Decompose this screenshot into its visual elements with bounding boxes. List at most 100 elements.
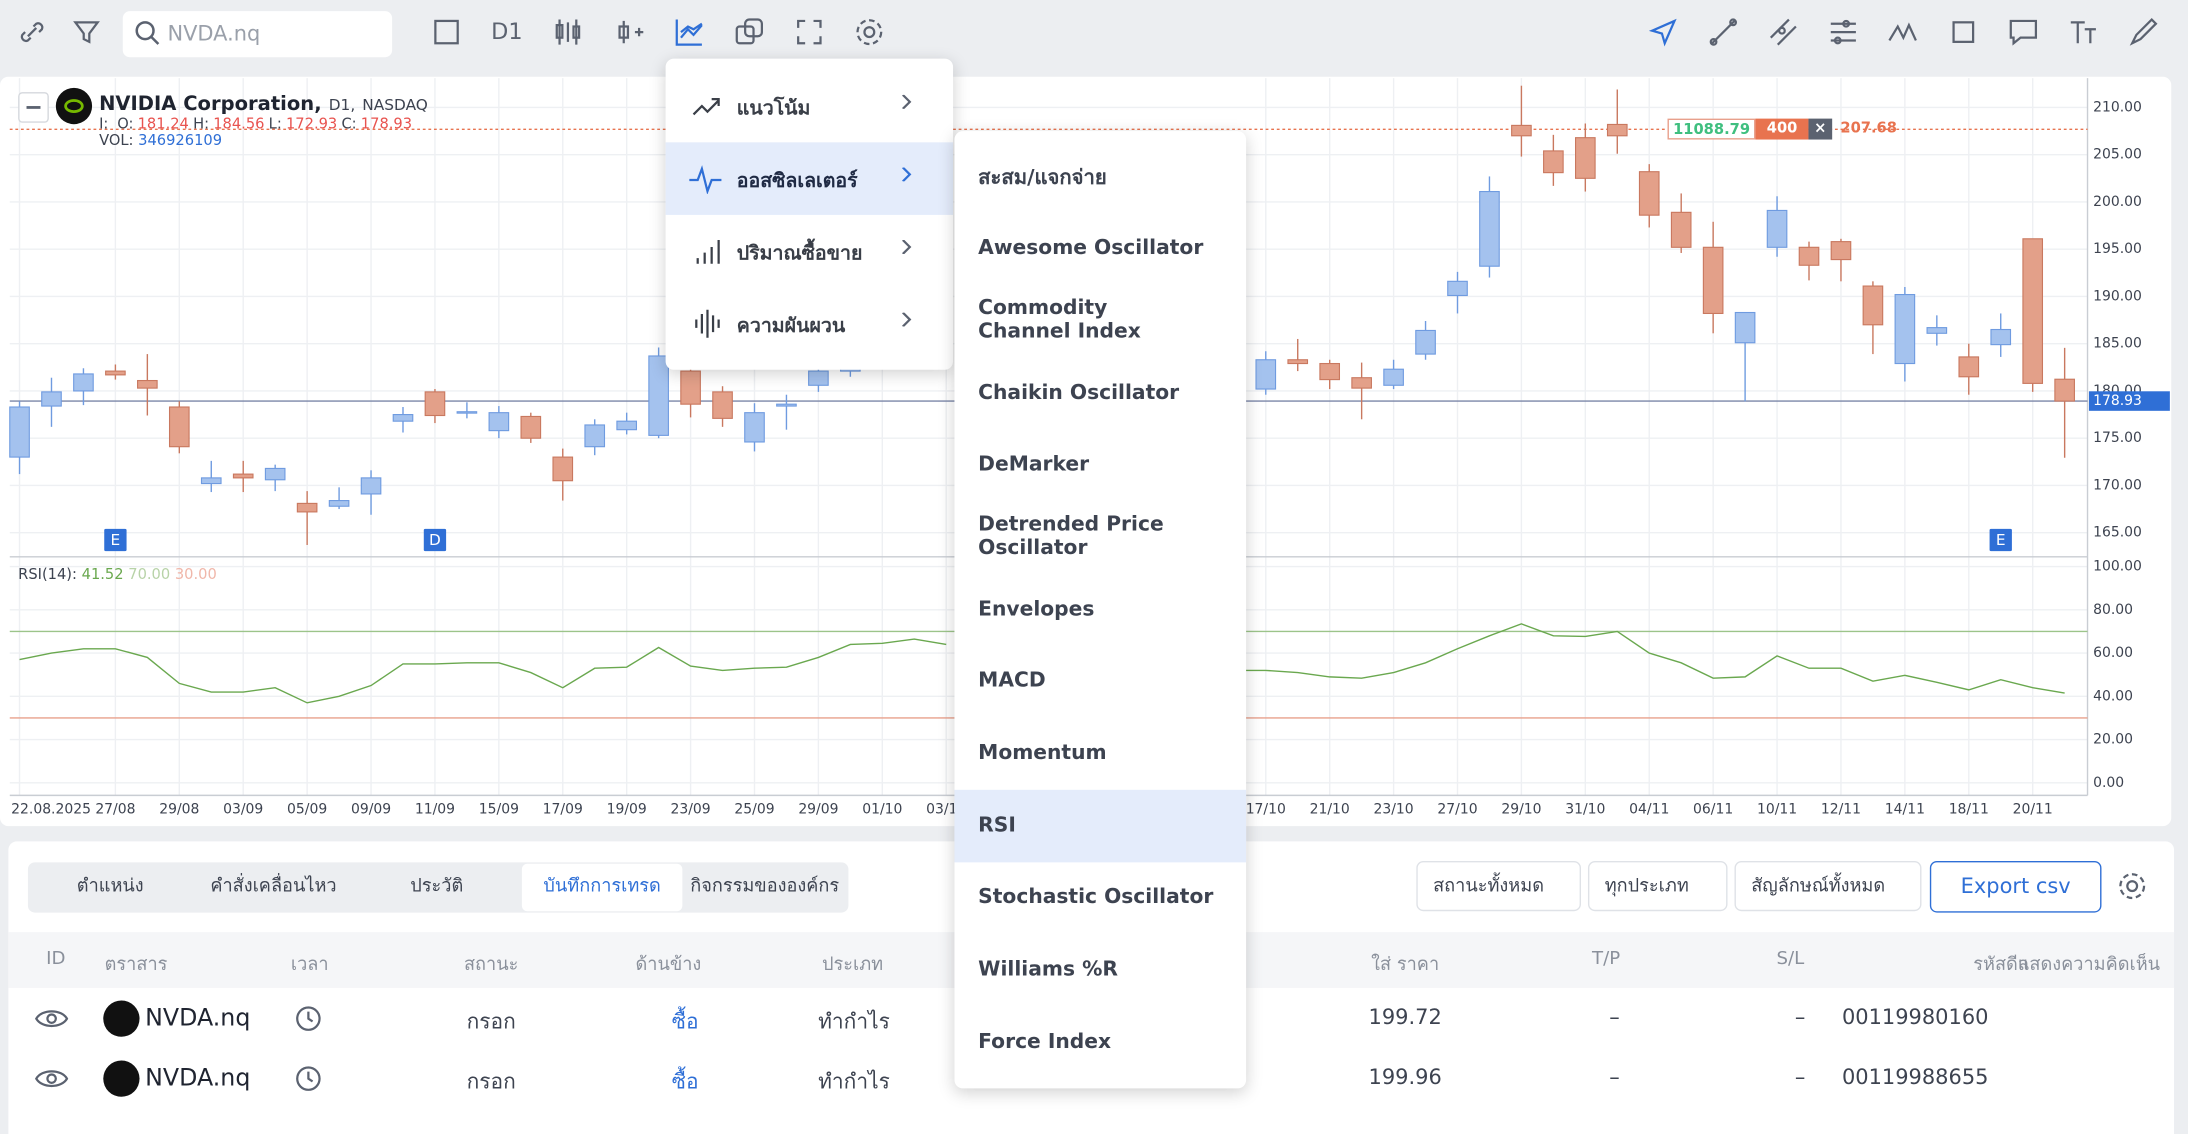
- submenu-item[interactable]: Momentum: [954, 717, 1246, 790]
- table-cell: ทำกำไร: [818, 1068, 890, 1095]
- objects-icon[interactable]: [731, 14, 767, 50]
- candle-body: [1798, 246, 1820, 266]
- pattern-tool[interactable]: [1885, 14, 1921, 50]
- candle-body: [328, 500, 350, 507]
- menu-item-active[interactable]: ออสซิลเลเตอร์: [665, 142, 954, 215]
- candle-body: [41, 391, 62, 407]
- y-tick-label: 195.00: [2093, 241, 2142, 257]
- tab[interactable]: กิจกรรมขององค์กร: [690, 876, 840, 898]
- submenu-item[interactable]: สะสม/แจกจ่าย: [954, 142, 1246, 215]
- text-tool[interactable]: [2065, 14, 2101, 50]
- candle-body: [168, 406, 190, 448]
- symbol-logo: [103, 1000, 140, 1037]
- column-header: แสดงความคิดเห็น: [2017, 954, 2161, 976]
- submenu-item[interactable]: Force Index: [954, 1006, 1246, 1079]
- candle-body: [1606, 123, 1628, 137]
- indicators-icon[interactable]: [671, 14, 707, 50]
- submenu-item[interactable]: Stochastic Oscillator: [954, 861, 1246, 934]
- tab-active[interactable]: บันทึกการเทรด: [521, 863, 683, 912]
- search-text: NVDA.nq: [167, 20, 261, 47]
- symbol-logo: [55, 87, 93, 125]
- submenu-item-active[interactable]: RSI: [954, 789, 1247, 863]
- submenu-item[interactable]: Chaikin Oscillator: [954, 357, 1246, 430]
- candle-body: [616, 420, 638, 431]
- candle-body: [1990, 328, 2012, 346]
- settings-icon[interactable]: [851, 14, 887, 50]
- menu-item[interactable]: แนวโน้ม: [666, 70, 953, 143]
- time-icon[interactable]: [294, 1005, 322, 1033]
- menu-item[interactable]: ความผันผวน: [666, 287, 953, 360]
- add-icon[interactable]: [611, 14, 647, 50]
- event-marker: [104, 528, 127, 552]
- x-tick-label: 29/08: [159, 801, 199, 817]
- ohlc-line: I: O: 181.24 H: 184.56 L: 172.93 C: 178.93: [99, 116, 412, 133]
- x-tick-label: 03/09: [223, 801, 263, 817]
- filter-dropdown[interactable]: สถานะทั้งหมด: [1416, 860, 1581, 912]
- search-box[interactable]: NVDA.nq: [122, 11, 393, 58]
- export-button[interactable]: Export csv: [1929, 860, 2102, 913]
- ohlc-label: L:: [268, 115, 282, 133]
- candle-body: [776, 403, 797, 407]
- comment-tool[interactable]: [2005, 14, 2041, 50]
- order-quantity: 400: [1755, 118, 1809, 140]
- channel-tool[interactable]: [1765, 14, 1801, 50]
- candle-body: [1734, 311, 1756, 344]
- candle-body: [1638, 171, 1660, 216]
- x-tick-label: 17/10: [1246, 801, 1286, 817]
- link-icon[interactable]: [14, 14, 50, 50]
- visibility-icon[interactable]: [34, 1066, 69, 1091]
- cursor-icon[interactable]: [1645, 14, 1681, 50]
- candle-icon[interactable]: [550, 14, 586, 50]
- submenu-label: Detrended Price Oscillator: [978, 513, 1164, 560]
- submenu-item[interactable]: Envelopes: [954, 574, 1246, 647]
- shape-tool[interactable]: [1945, 14, 1981, 50]
- tab[interactable]: ตำแหน่ง: [76, 876, 144, 898]
- collapse-button[interactable]: [18, 92, 49, 123]
- event-label: E: [1996, 531, 2006, 549]
- candle-body: [1351, 377, 1372, 389]
- submenu-item[interactable]: Williams %R: [954, 934, 1246, 1007]
- table-cell: –: [1609, 1064, 1620, 1090]
- time-icon[interactable]: [294, 1065, 322, 1093]
- chart-legend: NVIDIA Corporation, D1, NASDAQ: [99, 89, 428, 115]
- panel-settings[interactable]: [2115, 869, 2148, 902]
- ohlc-label: C:: [341, 115, 357, 133]
- visibility-icon[interactable]: [34, 1006, 69, 1031]
- submenu-item[interactable]: Detrended Price Oscillator: [954, 501, 1246, 574]
- candle-body: [1287, 359, 1309, 365]
- fib-tool[interactable]: [1825, 14, 1861, 50]
- column-header: ตราสาร: [104, 954, 168, 976]
- fullscreen-icon[interactable]: [791, 14, 827, 50]
- table-cell: 00119980160: [1841, 1004, 1989, 1030]
- candle-body: [296, 502, 318, 513]
- order-close[interactable]: ×: [1808, 118, 1832, 140]
- volume-line: VOL: 346926109: [99, 133, 222, 150]
- column-header: ใส่ ราคา: [1371, 954, 1440, 976]
- x-tick-label: 29/09: [798, 801, 838, 817]
- tab-bar: [27, 862, 849, 913]
- submenu-item[interactable]: Commodity Channel Index: [954, 285, 1246, 358]
- timeframe[interactable]: D1: [491, 18, 523, 45]
- tab[interactable]: ประวัติ: [410, 876, 464, 898]
- menu-item[interactable]: ปริมาณซื้อขาย: [666, 215, 953, 288]
- filter-dropdown[interactable]: ทุกประเภท: [1587, 860, 1728, 912]
- table-cell: กรอก: [466, 1068, 516, 1095]
- submenu-label: Force Index: [978, 1030, 1112, 1053]
- x-tick-label: 21/10: [1310, 801, 1350, 817]
- exchange: NASDAQ: [362, 96, 428, 115]
- y-tick-label: 210.00: [2093, 99, 2142, 115]
- brush-tool[interactable]: [2125, 14, 2161, 50]
- submenu-item[interactable]: DeMarker: [954, 428, 1246, 501]
- x-tick-label: 27/10: [1437, 801, 1477, 817]
- rsi-label: RSI(14):: [18, 566, 77, 584]
- filter-dropdown[interactable]: สัญลักษณ์ทั้งหมด: [1734, 860, 1922, 912]
- submenu-label: Momentum: [978, 741, 1107, 764]
- tab[interactable]: คำสั่งเคลื่อนไหว: [210, 876, 337, 898]
- submenu-item[interactable]: Awesome Oscillator: [954, 212, 1246, 285]
- x-tick-label: 04/11: [1629, 801, 1669, 817]
- filter-icon[interactable]: [68, 14, 104, 50]
- submenu-item[interactable]: MACD: [954, 645, 1246, 718]
- line-tool[interactable]: [1705, 14, 1741, 50]
- layout-icon[interactable]: [428, 14, 464, 50]
- table-cell: 00119988655: [1841, 1064, 1989, 1090]
